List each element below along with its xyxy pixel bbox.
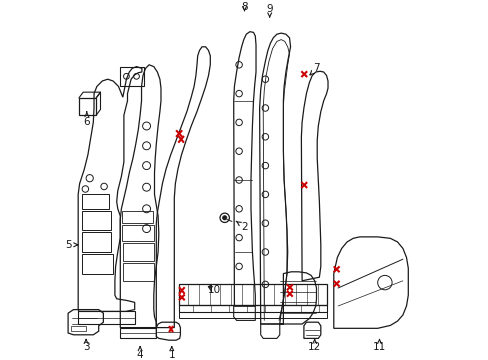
Text: 12: 12 — [307, 339, 321, 352]
Text: 6: 6 — [83, 112, 90, 127]
Text: 2: 2 — [236, 221, 247, 232]
Text: 4: 4 — [137, 347, 143, 360]
Text: 1: 1 — [168, 347, 175, 360]
Text: 9: 9 — [266, 4, 272, 17]
Text: 7: 7 — [309, 63, 319, 75]
Text: 8: 8 — [241, 2, 247, 12]
Text: 11: 11 — [372, 339, 386, 352]
Text: 10: 10 — [207, 285, 220, 295]
Circle shape — [222, 216, 226, 220]
Text: 3: 3 — [82, 339, 89, 352]
Text: 5: 5 — [64, 240, 78, 250]
